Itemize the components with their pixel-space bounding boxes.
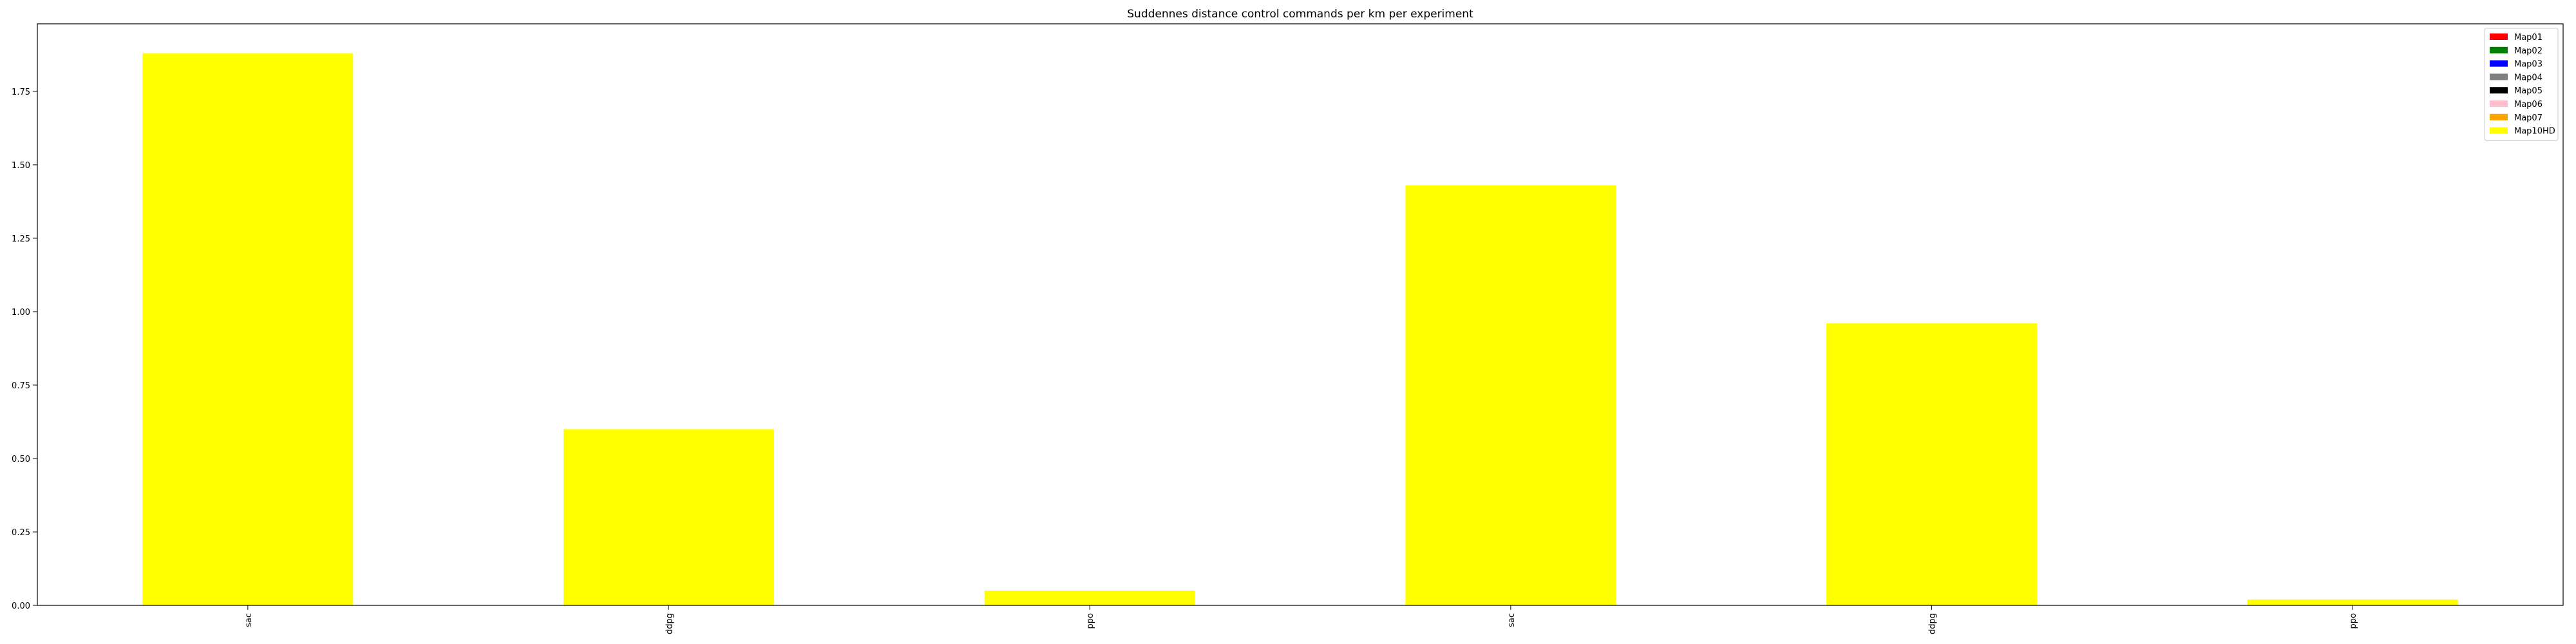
legend-label-map05: Map05: [2514, 86, 2543, 96]
legend-label-map07: Map07: [2514, 113, 2543, 123]
legend-swatch-map01: [2490, 33, 2508, 40]
legend: Map01 Map02 Map03 Map04 Map05 Map06 Map07 Map10…: [2484, 28, 2559, 141]
x-tick-label: ppo: [2349, 613, 2358, 629]
legend-label-map03: Map03: [2514, 60, 2543, 70]
legend-swatch-map10hd: [2490, 127, 2508, 134]
x-tick-label: sac: [244, 613, 254, 627]
legend-label-map04: Map04: [2514, 73, 2543, 82]
x-axis: sac ddpg ppo sac ddpg ppo: [244, 605, 2358, 634]
legend-swatch-map03: [2490, 60, 2508, 67]
legend-label-map10hd: Map10HD: [2514, 127, 2555, 137]
bar-map10hd-5: [2247, 599, 2458, 605]
legend-swatch-map04: [2490, 73, 2508, 80]
plot-frame: [37, 23, 2564, 606]
chart-title: Suddennes distance control commands per …: [1127, 8, 1473, 21]
y-tick-label: 0.25: [12, 528, 30, 538]
bar-map10hd-4: [1826, 323, 2037, 605]
bar-map10hd-0: [142, 53, 354, 605]
bar-map10hd-3: [1405, 185, 1616, 605]
y-tick-label: 1.50: [12, 161, 30, 171]
y-axis: 0.00 0.25 0.50 0.75 1.00 1.25 1.50 1.75: [12, 88, 37, 611]
legend-swatch-map02: [2490, 46, 2508, 53]
x-tick-label: ppo: [1086, 613, 1095, 629]
y-tick-label: 1.25: [12, 234, 30, 244]
y-tick-label: 1.00: [12, 308, 30, 317]
bar-map10hd-1: [564, 429, 774, 605]
y-tick-label: 0.00: [12, 601, 30, 611]
bar-map10hd-2: [984, 591, 1195, 605]
legend-frame: [2484, 28, 2559, 141]
legend-label-map02: Map02: [2514, 46, 2543, 56]
legend-swatch-map06: [2490, 100, 2508, 107]
y-tick-label: 1.75: [12, 88, 30, 97]
y-tick-label: 0.50: [12, 455, 30, 464]
legend-swatch-map05: [2490, 87, 2508, 94]
legend-swatch-map07: [2490, 113, 2508, 120]
y-tick-label: 0.75: [12, 381, 30, 391]
x-tick-label: ddpg: [665, 613, 675, 634]
x-tick-label: ddpg: [1928, 613, 1938, 634]
x-tick-label: sac: [1507, 613, 1517, 627]
bars-group: [142, 53, 2458, 605]
legend-label-map06: Map06: [2514, 100, 2543, 109]
legend-label-map01: Map01: [2514, 33, 2543, 43]
